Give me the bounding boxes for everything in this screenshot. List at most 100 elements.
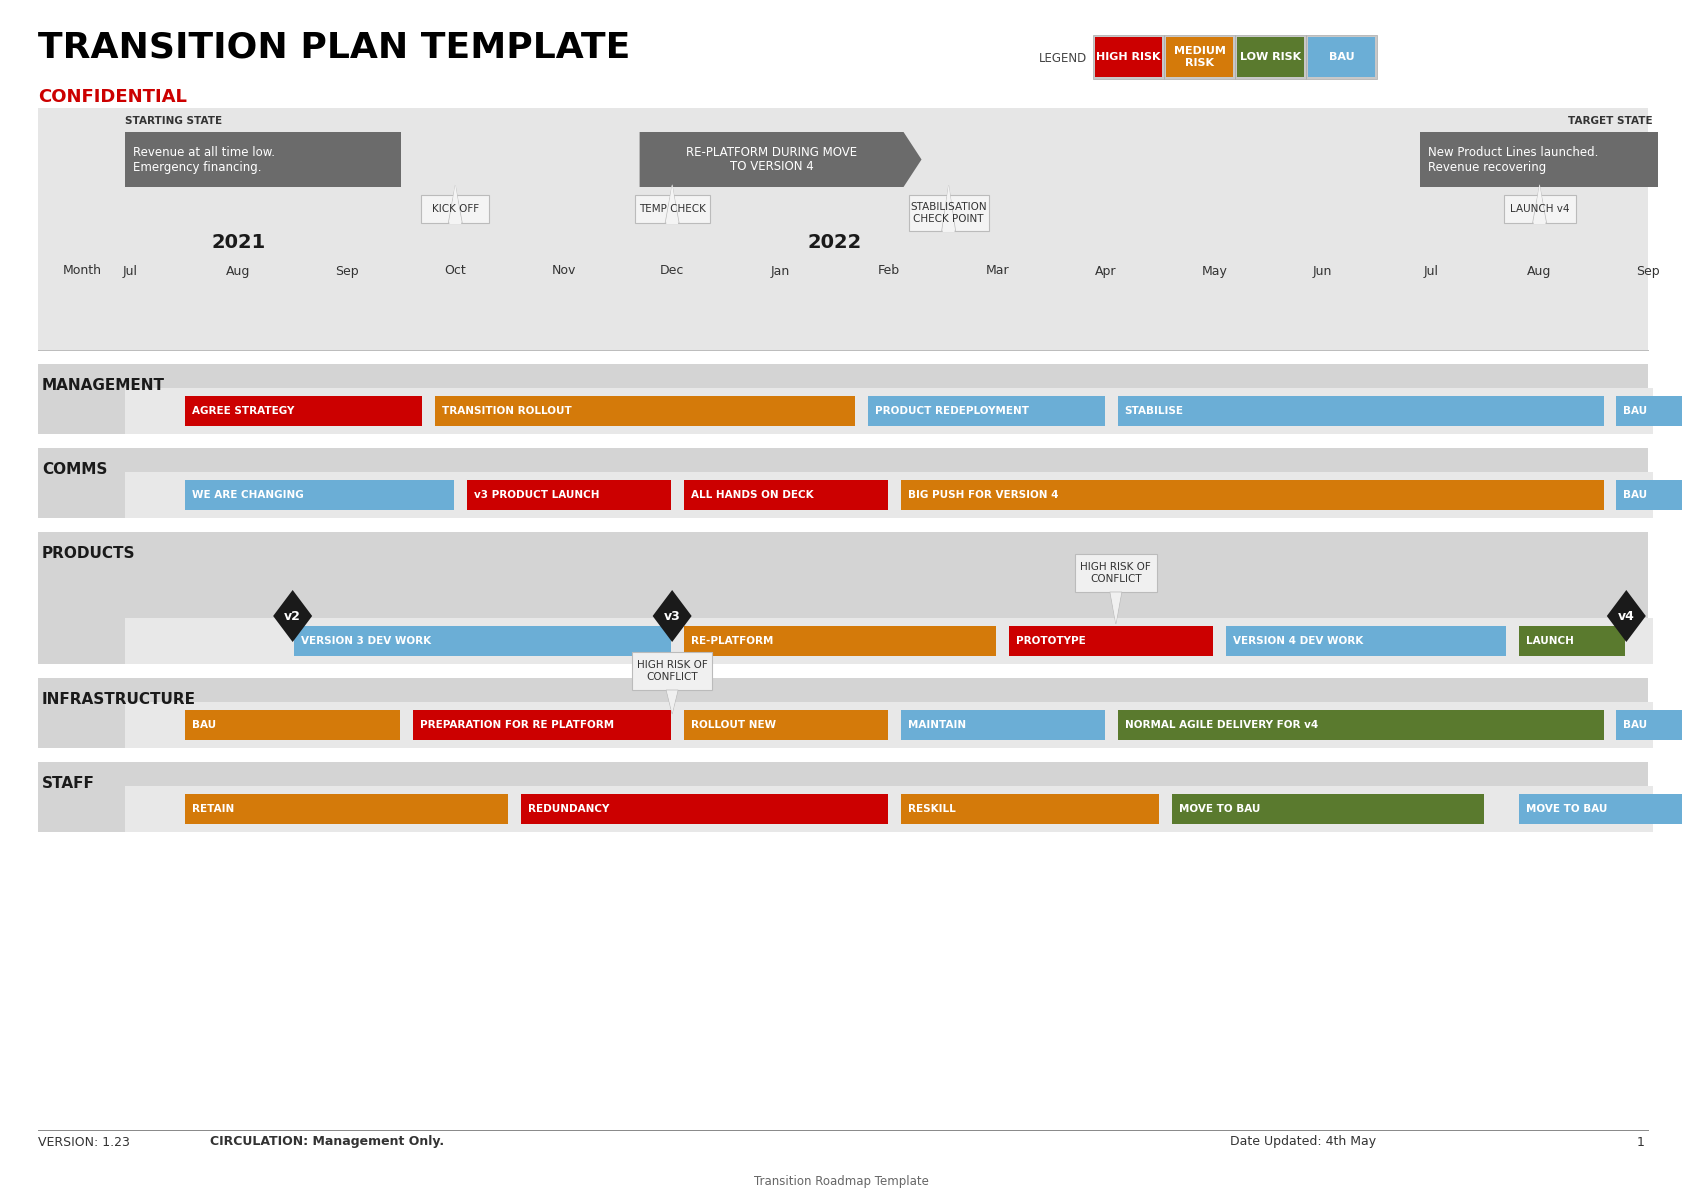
Text: LAUNCH v4: LAUNCH v4: [1509, 203, 1568, 214]
Text: NORMAL AGILE DELIVERY FOR v4: NORMAL AGILE DELIVERY FOR v4: [1124, 720, 1317, 729]
FancyBboxPatch shape: [434, 396, 854, 426]
FancyBboxPatch shape: [521, 794, 888, 823]
Text: BIG PUSH FOR VERSION 4: BIG PUSH FOR VERSION 4: [907, 490, 1058, 500]
Text: TEMP CHECK: TEMP CHECK: [639, 203, 705, 214]
Text: INFRASTRUCTURE: INFRASTRUCTURE: [42, 693, 195, 707]
Text: Transition Roadmap Template: Transition Roadmap Template: [754, 1176, 928, 1189]
FancyBboxPatch shape: [39, 532, 1647, 664]
Text: Revenue at all time low.
Emergency financing.: Revenue at all time low. Emergency finan…: [133, 145, 274, 174]
FancyBboxPatch shape: [632, 652, 711, 690]
Text: CIRCULATION: Management Only.: CIRCULATION: Management Only.: [210, 1135, 444, 1148]
Text: HIGH RISK: HIGH RISK: [1095, 52, 1161, 62]
FancyBboxPatch shape: [124, 702, 1652, 749]
Text: Dec: Dec: [659, 264, 685, 277]
Text: LAUNCH: LAUNCH: [1526, 635, 1573, 646]
Text: COMMS: COMMS: [42, 462, 108, 477]
FancyBboxPatch shape: [908, 195, 987, 231]
Text: TRANSITION ROLLOUT: TRANSITION ROLLOUT: [441, 406, 570, 416]
FancyBboxPatch shape: [1164, 35, 1235, 79]
FancyBboxPatch shape: [39, 762, 1647, 832]
Text: VERSION: 1.23: VERSION: 1.23: [39, 1135, 130, 1148]
Text: Jan: Jan: [770, 264, 791, 277]
Text: VERSION 4 DEV WORK: VERSION 4 DEV WORK: [1233, 635, 1362, 646]
FancyBboxPatch shape: [868, 396, 1103, 426]
Polygon shape: [272, 590, 311, 641]
Text: PRODUCT REDEPLOYMENT: PRODUCT REDEPLOYMENT: [875, 406, 1029, 416]
Polygon shape: [666, 184, 678, 224]
Text: STABILISE: STABILISE: [1124, 406, 1182, 416]
Text: AGREE STRATEGY: AGREE STRATEGY: [192, 406, 294, 416]
FancyBboxPatch shape: [1095, 37, 1161, 77]
Text: Feb: Feb: [878, 264, 900, 277]
Polygon shape: [1110, 593, 1120, 624]
Text: RESKILL: RESKILL: [907, 804, 955, 814]
FancyBboxPatch shape: [420, 195, 489, 223]
Text: Jun: Jun: [1312, 264, 1332, 277]
Text: RE-PLATFORM: RE-PLATFORM: [691, 635, 774, 646]
Text: STAFF: STAFF: [42, 776, 94, 791]
Text: BAU: BAU: [1623, 720, 1647, 729]
FancyBboxPatch shape: [1305, 35, 1376, 79]
Text: Nov: Nov: [552, 264, 575, 277]
Polygon shape: [653, 590, 691, 641]
Text: HIGH RISK OF
CONFLICT: HIGH RISK OF CONFLICT: [1080, 562, 1150, 584]
FancyBboxPatch shape: [1171, 794, 1484, 823]
FancyBboxPatch shape: [1307, 37, 1374, 77]
FancyBboxPatch shape: [1236, 37, 1304, 77]
FancyBboxPatch shape: [185, 710, 400, 740]
FancyBboxPatch shape: [683, 480, 888, 511]
FancyBboxPatch shape: [1420, 132, 1657, 187]
Text: KICK OFF: KICK OFF: [432, 203, 479, 214]
Polygon shape: [666, 690, 678, 714]
Text: MANAGEMENT: MANAGEMENT: [42, 378, 165, 393]
FancyBboxPatch shape: [1615, 396, 1682, 426]
FancyBboxPatch shape: [1117, 710, 1603, 740]
FancyBboxPatch shape: [185, 794, 508, 823]
Text: ALL HANDS ON DECK: ALL HANDS ON DECK: [691, 490, 812, 500]
Text: REDUNDANCY: REDUNDANCY: [528, 804, 609, 814]
FancyBboxPatch shape: [1009, 626, 1213, 656]
Text: TARGET STATE: TARGET STATE: [1568, 115, 1652, 126]
Text: RE-PLATFORM DURING MOVE
TO VERSION 4: RE-PLATFORM DURING MOVE TO VERSION 4: [686, 145, 856, 174]
FancyBboxPatch shape: [683, 626, 996, 656]
FancyBboxPatch shape: [124, 388, 1652, 434]
Text: MEDIUM
RISK: MEDIUM RISK: [1172, 46, 1224, 68]
FancyBboxPatch shape: [1226, 626, 1505, 656]
Text: Mar: Mar: [986, 264, 1009, 277]
Text: MOVE TO BAU: MOVE TO BAU: [1526, 804, 1606, 814]
FancyBboxPatch shape: [1117, 396, 1603, 426]
FancyBboxPatch shape: [293, 626, 671, 656]
Text: LEGEND: LEGEND: [1038, 51, 1087, 64]
FancyBboxPatch shape: [1092, 35, 1164, 79]
FancyBboxPatch shape: [39, 678, 1647, 749]
Text: MOVE TO BAU: MOVE TO BAU: [1177, 804, 1260, 814]
Text: Aug: Aug: [1527, 264, 1551, 277]
Polygon shape: [666, 691, 676, 713]
FancyBboxPatch shape: [900, 710, 1103, 740]
Polygon shape: [664, 184, 680, 223]
Text: May: May: [1201, 264, 1226, 277]
Text: v3: v3: [663, 609, 680, 622]
Polygon shape: [1532, 184, 1546, 223]
FancyBboxPatch shape: [900, 794, 1159, 823]
Text: Aug: Aug: [225, 264, 251, 277]
FancyBboxPatch shape: [1502, 195, 1574, 223]
Polygon shape: [942, 184, 954, 232]
FancyBboxPatch shape: [124, 787, 1652, 832]
Text: New Product Lines launched.
Revenue recovering: New Product Lines launched. Revenue reco…: [1428, 145, 1598, 174]
FancyBboxPatch shape: [1517, 626, 1625, 656]
Text: BAU: BAU: [1623, 406, 1647, 416]
FancyBboxPatch shape: [900, 480, 1603, 511]
Text: Jul: Jul: [1423, 264, 1438, 277]
FancyBboxPatch shape: [1615, 480, 1682, 511]
Text: 1: 1: [1637, 1135, 1643, 1148]
Text: STARTING STATE: STARTING STATE: [124, 115, 222, 126]
Text: v4: v4: [1616, 609, 1633, 622]
Text: PRODUCTS: PRODUCTS: [42, 546, 136, 560]
FancyBboxPatch shape: [1235, 35, 1305, 79]
FancyBboxPatch shape: [124, 472, 1652, 518]
Text: BAU: BAU: [1623, 490, 1647, 500]
Text: BAU: BAU: [192, 720, 217, 729]
Text: CONFIDENTIAL: CONFIDENTIAL: [39, 88, 187, 106]
Polygon shape: [1606, 590, 1645, 641]
